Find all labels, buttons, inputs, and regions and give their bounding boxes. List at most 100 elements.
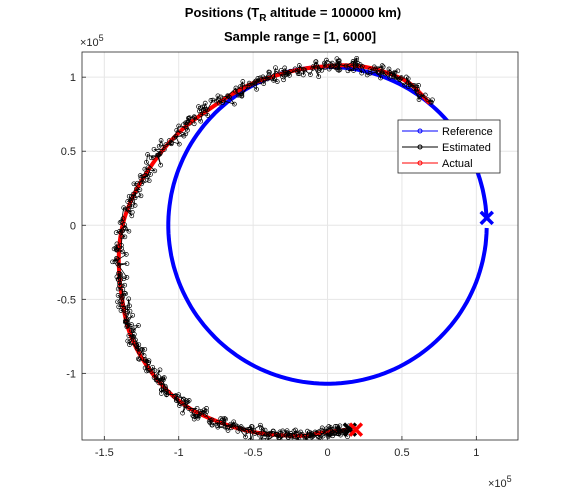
estimated-point	[262, 430, 268, 436]
estimated-point	[156, 380, 162, 386]
estimated-point	[174, 127, 180, 133]
estimated-point	[126, 207, 131, 213]
estimated-point	[337, 427, 342, 433]
estimated-point	[259, 425, 264, 431]
y-tick-label: 0	[70, 220, 76, 232]
estimated-point	[337, 430, 343, 436]
estimated-point	[252, 81, 258, 87]
estimated-point	[376, 70, 382, 76]
x-tick-label: 0.5	[394, 447, 409, 459]
estimated-point	[355, 61, 361, 66]
estimated-point	[176, 141, 182, 147]
estimated-point	[343, 63, 349, 69]
estimated-point	[119, 301, 125, 307]
x-tick-label: 1	[473, 447, 479, 459]
estimated-point	[139, 347, 145, 352]
estimated-point	[262, 427, 268, 433]
estimated-point	[260, 74, 266, 80]
estimated-point	[310, 66, 316, 71]
estimated-point	[402, 82, 407, 88]
estimated-point	[120, 216, 126, 221]
estimated-point	[417, 94, 423, 99]
estimated-point	[129, 322, 134, 327]
estimated-point	[295, 430, 301, 436]
estimated-point	[150, 364, 155, 370]
estimated-point	[387, 69, 393, 75]
estimated-point	[119, 242, 124, 248]
estimated-point	[302, 436, 308, 440]
estimated-point	[316, 74, 322, 80]
estimated-point	[134, 346, 140, 351]
estimated-point	[228, 423, 234, 429]
legend-item-estimated: Estimated	[402, 142, 491, 154]
y-axis-exponent: ×105	[80, 33, 104, 49]
estimated-point	[264, 437, 270, 440]
estimated-point	[163, 142, 169, 147]
estimated-point	[194, 405, 200, 411]
estimated-point	[180, 410, 185, 416]
estimated-point	[122, 206, 128, 212]
estimated-point	[184, 119, 190, 125]
estimated-point	[146, 178, 152, 184]
estimated-point	[182, 403, 188, 409]
estimated-point	[391, 72, 397, 78]
estimated-point	[277, 429, 283, 435]
estimated-point	[310, 434, 315, 439]
estimated-point	[198, 118, 204, 124]
estimated-point	[225, 428, 231, 433]
estimated-point	[202, 412, 208, 417]
estimated-point	[115, 299, 120, 305]
estimated-point	[286, 70, 292, 76]
estimated-point	[129, 213, 135, 219]
estimated-point	[129, 204, 135, 210]
estimated-point	[375, 69, 381, 75]
estimated-point	[176, 403, 182, 408]
estimated-point	[134, 343, 140, 349]
estimated-point	[277, 436, 283, 440]
estimated-point	[184, 125, 189, 131]
estimated-series	[110, 55, 435, 440]
estimated-point	[186, 398, 192, 403]
estimated-point	[118, 229, 123, 235]
estimated-point	[337, 423, 343, 429]
estimated-point	[210, 97, 216, 103]
x-tick-label: -1	[174, 447, 184, 459]
estimated-point	[137, 187, 143, 193]
estimated-point	[127, 308, 133, 314]
estimated-point	[232, 101, 237, 107]
estimated-point	[158, 162, 164, 168]
estimated-point	[222, 424, 228, 430]
estimated-point	[411, 83, 416, 88]
estimated-point	[350, 60, 356, 66]
estimated-point	[230, 422, 236, 428]
estimated-point	[114, 247, 120, 253]
reference-end-marker	[479, 210, 494, 226]
estimated-point	[253, 78, 259, 84]
estimated-point	[245, 84, 251, 90]
estimated-point	[280, 428, 286, 434]
estimated-point	[354, 55, 360, 61]
estimated-point	[364, 72, 370, 78]
estimated-point	[295, 71, 301, 77]
estimated-point	[235, 92, 241, 98]
y-tick-label: 0.5	[61, 146, 76, 158]
estimated-point	[258, 79, 263, 85]
estimated-point	[379, 68, 385, 74]
estimated-point	[336, 68, 342, 73]
estimated-point	[201, 104, 207, 110]
estimated-point	[145, 165, 151, 171]
estimated-point	[273, 431, 279, 437]
estimated-point	[206, 419, 212, 424]
estimated-point	[322, 65, 328, 71]
estimated-point	[122, 234, 128, 240]
reference-series-line	[166, 64, 489, 386]
estimated-point	[183, 398, 189, 403]
estimated-point	[406, 80, 412, 86]
estimated-point	[329, 60, 335, 66]
estimated-point	[117, 283, 122, 289]
estimated-point	[334, 423, 340, 429]
estimated-point	[233, 85, 239, 91]
estimated-point	[258, 422, 263, 428]
chart-title: Positions (TR altitude = 100000 km)	[185, 5, 401, 24]
